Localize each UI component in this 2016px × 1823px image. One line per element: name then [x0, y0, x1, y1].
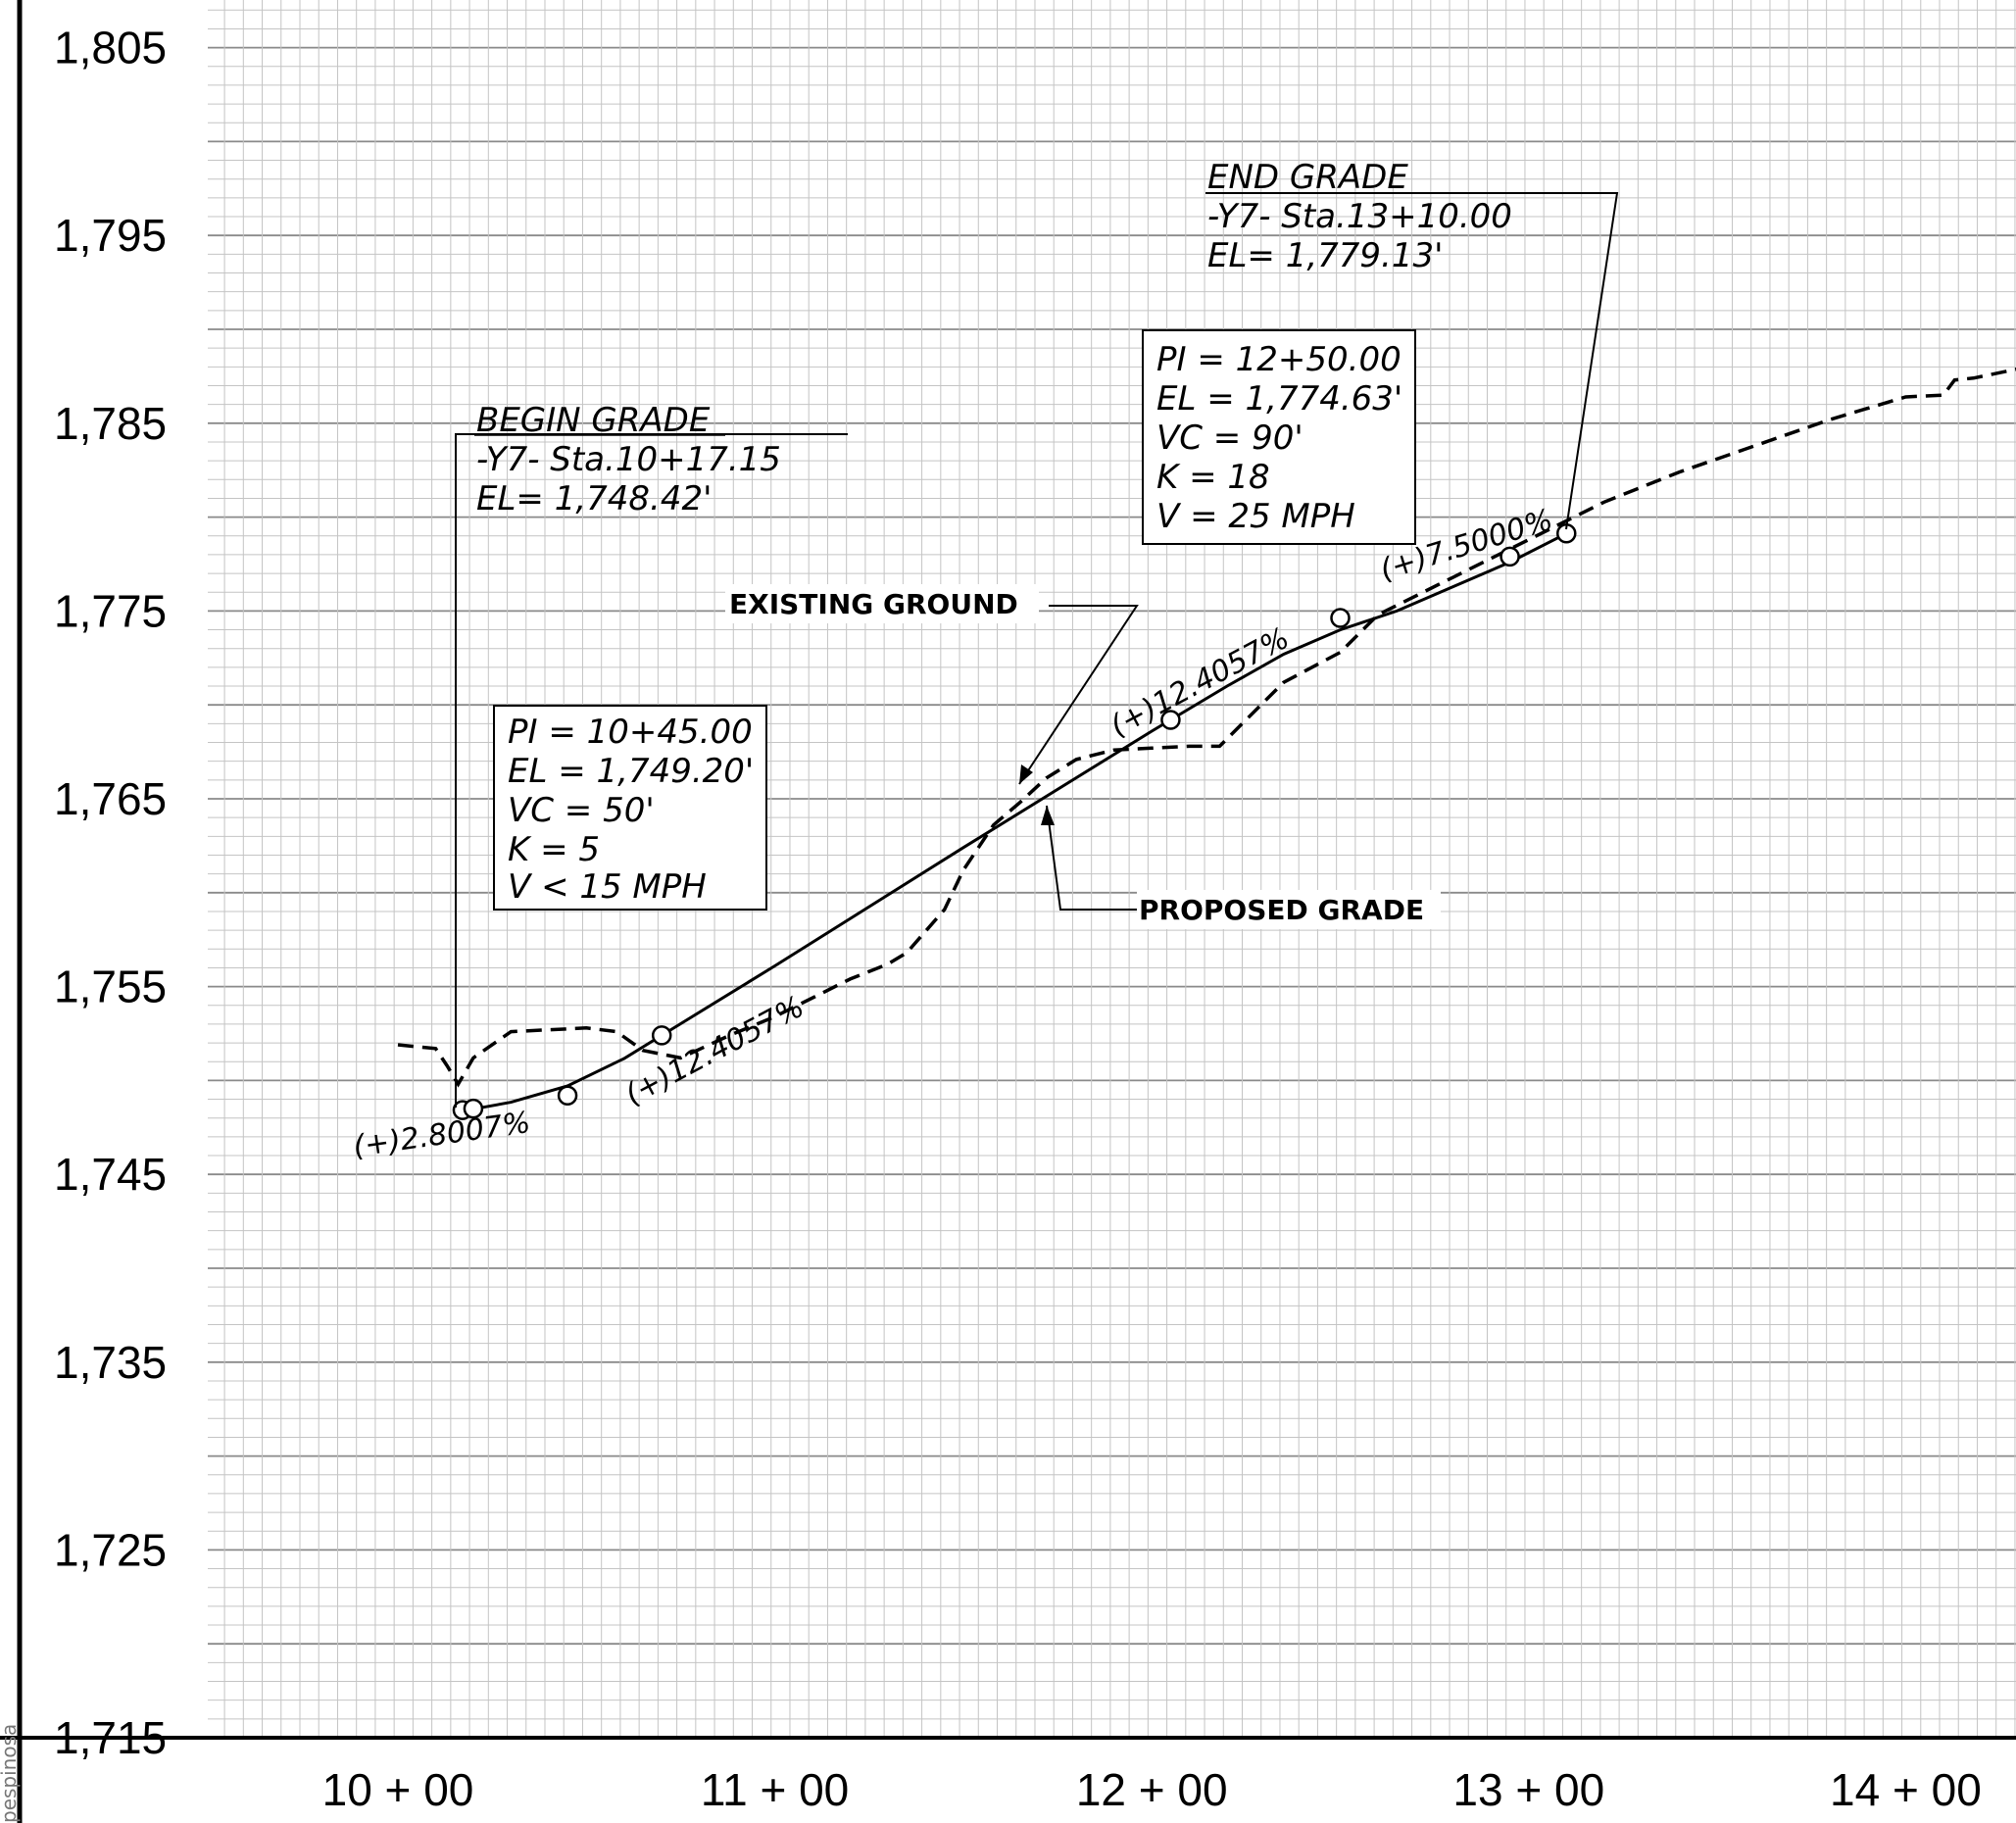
- pi1-box: PI = 10+45.00 EL = 1,749.20' VC = 50' K …: [493, 705, 767, 911]
- existing-ground-callout: EXISTING GROUND: [725, 584, 1139, 785]
- existing-ground-label: EXISTING GROUND: [729, 588, 1018, 620]
- y-tick-label: 1,765: [54, 773, 167, 824]
- end-grade-annotation: END GRADE -Y7- Sta.13+10.00 EL= 1,779.13…: [1205, 158, 1619, 530]
- begin-grade-annotation: BEGIN GRADE -Y7- Sta.10+17.15 EL= 1,748.…: [455, 401, 848, 1108]
- slope-label-3: (+)12.4057%: [1105, 621, 1295, 744]
- end-grade-station: -Y7- Sta.13+10.00: [1207, 197, 1512, 236]
- grid: [208, 0, 2016, 1739]
- begin-grade-station: -Y7- Sta.10+17.15: [476, 440, 781, 479]
- x-tick-label: 13 + 00: [1452, 1764, 1604, 1815]
- pvi-point: [463, 1098, 484, 1119]
- pi2-line4: K = 18: [1156, 458, 1270, 497]
- pvi-point: [1500, 546, 1520, 567]
- begin-grade-elevation: EL= 1,748.42': [476, 479, 712, 518]
- pi1-line5: V < 15 MPH: [508, 867, 707, 907]
- pi1-line2: EL = 1,749.20': [508, 752, 754, 791]
- y-tick-label: 1,795: [54, 210, 167, 261]
- pvi-point: [651, 1025, 672, 1046]
- pvi-point: [557, 1085, 578, 1106]
- x-tick-label: 12 + 00: [1076, 1764, 1228, 1815]
- pvi-point: [1330, 608, 1351, 628]
- pi2-line3: VC = 90': [1156, 419, 1303, 458]
- y-tick-labels: 1,805 1,795 1,785 1,775 1,765 1,755 1,745 1,735…: [54, 23, 167, 1763]
- pi1-line4: K = 5: [508, 830, 600, 869]
- proposed-grade-label: PROPOSED GRADE: [1139, 894, 1424, 926]
- end-grade-leader: [1205, 192, 1619, 530]
- y-tick-label: 1,755: [54, 961, 167, 1012]
- x-tick-label: 14 + 00: [1830, 1764, 1982, 1815]
- pvi-points: [452, 523, 1577, 1120]
- y-tick-label: 1,785: [54, 398, 167, 449]
- series-line-existing-ground: [397, 367, 2016, 1088]
- y-tick-label: 1,715: [54, 1712, 167, 1763]
- begin-grade-leader: [455, 433, 848, 1108]
- pi2-box: PI = 12+50.00 EL = 1,774.63' VC = 90' K …: [1142, 329, 1416, 545]
- y-tick-label: 1,725: [54, 1524, 167, 1575]
- pi2-line2: EL = 1,774.63': [1156, 379, 1402, 419]
- x-tick-label: 11 + 00: [701, 1764, 849, 1815]
- series-lines: [397, 367, 2016, 1112]
- end-grade-title: END GRADE: [1207, 158, 1408, 197]
- pi1-line3: VC = 50': [508, 791, 655, 830]
- begin-grade-title: BEGIN GRADE: [476, 401, 711, 440]
- proposed-grade-callout: PROPOSED GRADE: [1041, 805, 1441, 929]
- x-tick-labels: 10 + 00 11 + 00 12 + 00 13 + 00 14 + 00: [322, 1764, 1982, 1815]
- pvi-point: [1160, 710, 1181, 730]
- x-tick-label: 10 + 00: [322, 1764, 474, 1815]
- y-tick-label: 1,745: [54, 1149, 167, 1200]
- y-tick-label: 1,805: [54, 23, 167, 74]
- pi1-line1: PI = 10+45.00: [508, 713, 753, 752]
- series-line-proposed-grade: [462, 531, 1567, 1112]
- pi2-line5: V = 25 MPH: [1156, 497, 1355, 536]
- y-tick-label: 1,735: [54, 1337, 167, 1388]
- end-grade-elevation: EL= 1,779.13': [1207, 236, 1443, 275]
- pi2-line1: PI = 12+50.00: [1156, 340, 1401, 379]
- y-tick-label: 1,775: [54, 585, 167, 636]
- margin-text: pespinosa: [0, 1724, 21, 1823]
